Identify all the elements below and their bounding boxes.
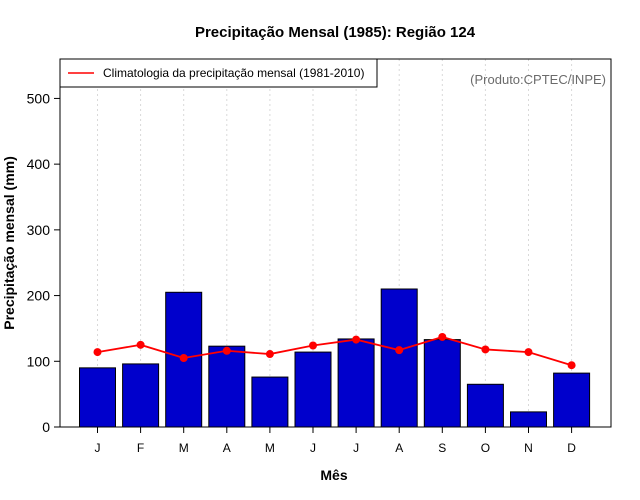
x-tick-label: A bbox=[223, 441, 231, 455]
bar-6 bbox=[337, 338, 375, 428]
climatology-point-0 bbox=[93, 348, 102, 357]
climatology-point-3 bbox=[222, 346, 231, 355]
bar-series bbox=[79, 288, 591, 428]
legend-box bbox=[59, 58, 378, 88]
x-tick-label: O bbox=[481, 441, 490, 455]
y-tick-label: 300 bbox=[27, 222, 51, 238]
x-tick-label: M bbox=[265, 441, 275, 455]
bar-5 bbox=[294, 351, 332, 428]
x-tick-label: S bbox=[438, 441, 446, 455]
x-tick-label: J bbox=[95, 441, 101, 455]
y-tick-label: 100 bbox=[27, 353, 51, 369]
x-tick-label: F bbox=[137, 441, 144, 455]
bar-0 bbox=[79, 367, 116, 428]
bar-4 bbox=[251, 376, 289, 428]
y-tick-label: 0 bbox=[42, 419, 50, 435]
y-tick-label: 400 bbox=[27, 156, 51, 172]
chart-title: Precipitação Mensal (1985): Região 124 bbox=[195, 24, 476, 41]
legend: Climatologia da precipitação mensal (198… bbox=[59, 58, 378, 88]
x-tick-label: D bbox=[567, 441, 576, 455]
bar-7 bbox=[380, 288, 418, 428]
climatology-point-5 bbox=[309, 341, 317, 350]
y-tick-label: 200 bbox=[27, 288, 51, 304]
x-tick-label: N bbox=[524, 441, 533, 455]
climatology-point-9 bbox=[481, 345, 490, 354]
climatology-point-1 bbox=[136, 340, 145, 349]
y-axis-title: Precipitação mensal (mm) bbox=[1, 156, 17, 330]
y-axis: 0 100 200 300 400 500 bbox=[27, 90, 60, 435]
x-tick-label: M bbox=[179, 441, 189, 455]
climatology-point-4 bbox=[265, 350, 274, 359]
climatology-point-8 bbox=[438, 332, 447, 341]
bar-8 bbox=[423, 339, 461, 428]
climatology-line-series bbox=[93, 332, 576, 370]
climatology-point-10 bbox=[524, 348, 533, 357]
bar-11 bbox=[553, 372, 591, 428]
x-tick-label: A bbox=[395, 441, 403, 455]
bar-10 bbox=[510, 411, 547, 428]
climatology-line bbox=[97, 336, 572, 367]
climatology-point-7 bbox=[395, 346, 404, 355]
x-tick-label: J bbox=[353, 441, 359, 455]
climatology-point-2 bbox=[179, 354, 188, 362]
legend-label: Climatologia da precipitação mensal (198… bbox=[103, 66, 364, 80]
climatology-point-6 bbox=[352, 335, 361, 344]
bar-1 bbox=[122, 363, 160, 428]
bar-9 bbox=[466, 383, 504, 428]
climatology-point-11 bbox=[567, 361, 576, 370]
x-tick-label: J bbox=[310, 441, 316, 455]
bar-3 bbox=[208, 345, 246, 428]
credit-annotation: (Produto:CPTEC/INPE) bbox=[470, 72, 606, 87]
y-tick-label: 500 bbox=[27, 90, 51, 106]
x-axis-title: Mês bbox=[320, 467, 347, 483]
